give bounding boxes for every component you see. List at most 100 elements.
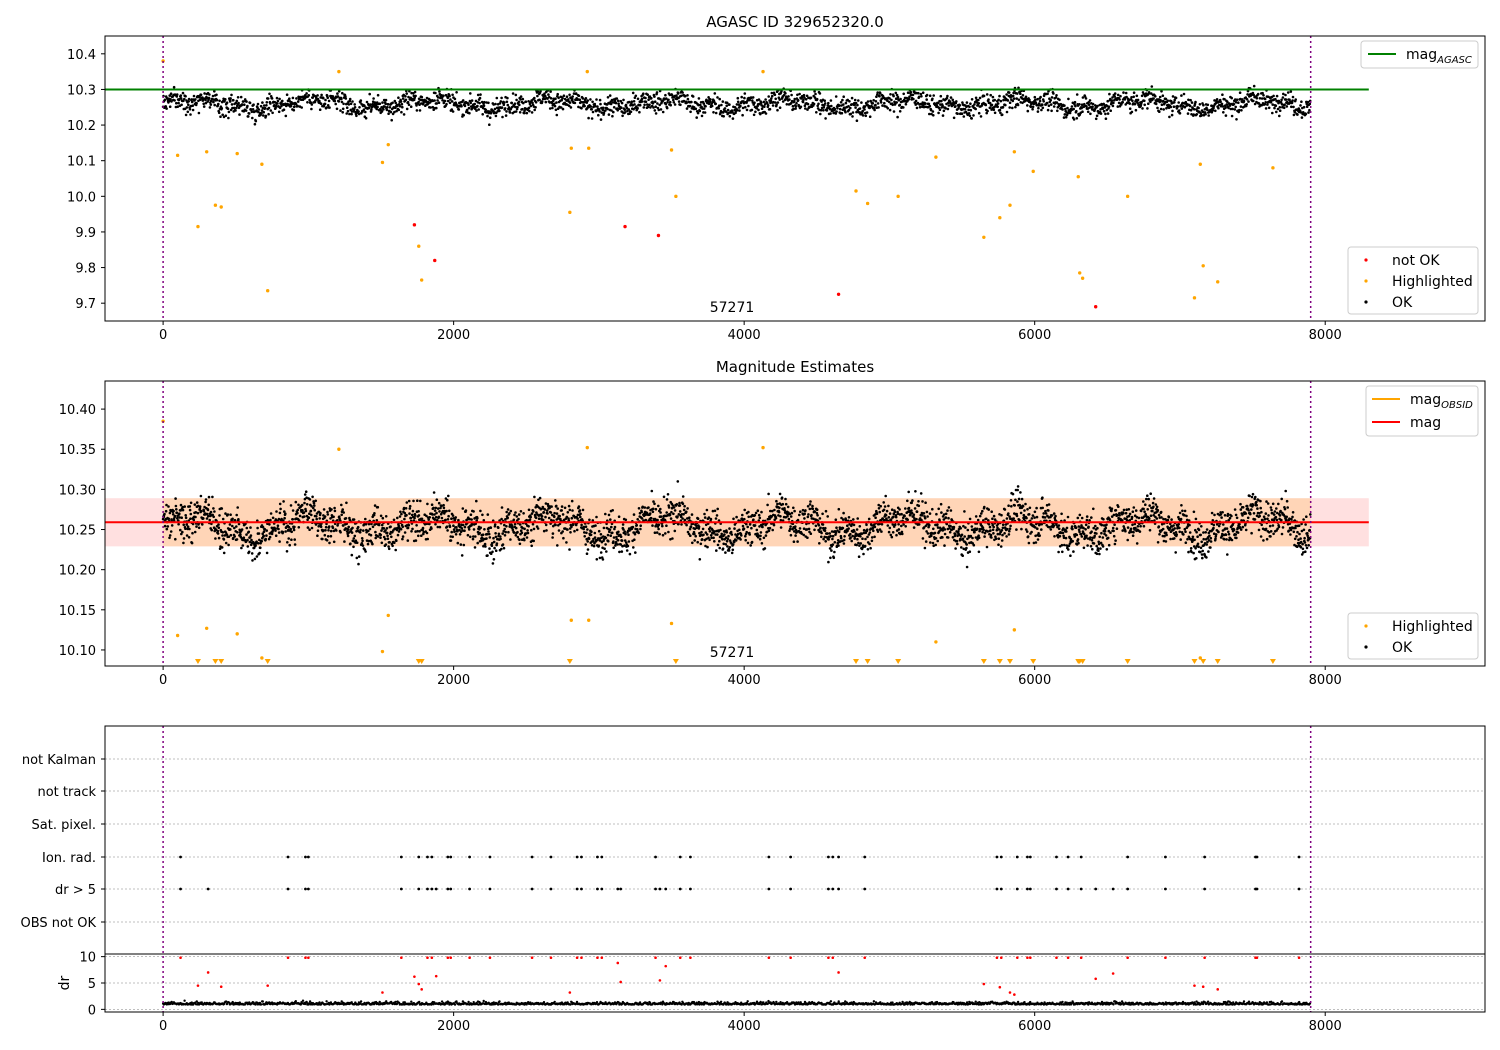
- p2-ok-point: [202, 517, 205, 520]
- highlighted-point: [568, 210, 572, 215]
- p2-ok-point: [182, 541, 185, 545]
- p2-ok-point: [364, 517, 367, 521]
- p1-ok-point: [778, 106, 782, 109]
- p2-ok-point: [624, 541, 628, 544]
- p1-ok-point: [697, 97, 701, 100]
- p2-ok-point: [454, 533, 458, 536]
- p2-ok-point: [259, 546, 262, 550]
- p1-ok-point: [264, 114, 268, 118]
- p2-ok-point: [376, 505, 380, 509]
- p2-ok-point: [221, 534, 224, 537]
- p2-ok-point: [806, 515, 810, 519]
- p1-ok-point: [855, 119, 859, 122]
- p1-ok-point: [590, 117, 594, 120]
- p1-ok-point: [688, 104, 692, 108]
- p1-ok-point: [341, 111, 345, 114]
- p2-ok-point: [808, 507, 812, 511]
- p1-ok-point: [417, 100, 421, 104]
- p1-ok-point: [1283, 103, 1286, 106]
- p1-ok-point: [902, 106, 905, 109]
- p1-ok-point: [946, 94, 949, 98]
- p1-ok-point: [598, 110, 601, 113]
- p1-ok-point: [195, 101, 198, 105]
- p2-ok-point: [246, 545, 250, 548]
- p1-ok-point: [513, 102, 517, 105]
- p1-ok-point: [1258, 97, 1262, 100]
- p2-ok-point: [589, 533, 593, 537]
- p2-ok-point: [426, 502, 429, 506]
- p1-ok-point: [1147, 102, 1150, 105]
- p1-ok-point: [1300, 100, 1303, 103]
- p2-ok-point: [222, 551, 226, 555]
- p1-ok-point: [202, 105, 206, 108]
- p2-ok-point: [492, 536, 495, 540]
- p2-ok-point: [633, 532, 637, 536]
- p2-ok-point: [276, 524, 280, 527]
- p2-ok-point: [420, 534, 423, 537]
- p1-ok-point: [591, 100, 594, 104]
- p2-ok-point: [815, 508, 819, 512]
- p2-ok-point: [309, 509, 313, 513]
- p1-ok-point: [461, 99, 465, 102]
- p2-ok-point: [608, 528, 612, 532]
- p2-ok-point: [538, 496, 542, 500]
- p2-ok-point: [308, 528, 311, 531]
- legend-mag-agasc-subscript: AGASC: [1436, 55, 1472, 66]
- p2-ok-point: [291, 518, 295, 521]
- p1-ok-point: [982, 94, 986, 98]
- p1-ok-point: [1232, 103, 1236, 106]
- p2-ok-point: [227, 543, 230, 547]
- p2-ok-point: [620, 539, 624, 542]
- p1-ok-point: [955, 100, 958, 103]
- p2-ok-point: [865, 528, 869, 531]
- p1-ok-point: [1085, 105, 1088, 108]
- p1-ok-point: [676, 92, 680, 95]
- p2-ok-point: [792, 540, 796, 543]
- p2-ok-point: [726, 545, 729, 548]
- p2-ok-point: [515, 515, 519, 518]
- p1-ok-point: [199, 93, 203, 97]
- p2-ok-point: [476, 541, 480, 545]
- p1-ok-point: [361, 110, 364, 113]
- p1-ok-point: [1046, 108, 1050, 112]
- p2-ok-point: [304, 509, 308, 513]
- p2-ok-point: [472, 528, 476, 531]
- p1-ok-point: [446, 96, 450, 99]
- p2-ok-point: [462, 543, 466, 547]
- p1-ok-point: [1067, 97, 1070, 101]
- p1-ok-point: [394, 101, 398, 105]
- p2-ok-point: [245, 533, 248, 536]
- p1-ok-point: [593, 102, 597, 106]
- p1-ok-point: [996, 102, 1000, 105]
- p1-ok-point: [771, 104, 775, 107]
- p2-ok-point: [206, 508, 210, 512]
- p2-ok-point: [869, 546, 872, 550]
- p1-ok-point: [1001, 105, 1005, 109]
- p2-ok-point: [926, 532, 930, 535]
- p1-ok-point: [505, 100, 509, 104]
- p2-ok-point: [163, 512, 166, 516]
- p1-ok-point: [295, 97, 298, 100]
- p1-ok-point: [401, 97, 405, 100]
- p2-ok-point: [265, 529, 269, 532]
- p1-ok-point: [798, 92, 801, 96]
- p2-ok-point: [343, 540, 346, 543]
- p1-ok-point: [506, 96, 509, 100]
- p1-ok-point: [985, 93, 989, 96]
- p1-ok-point: [553, 104, 557, 108]
- p2-ok-point: [742, 527, 746, 531]
- p1-ok-point: [265, 104, 268, 107]
- p1-ok-point: [947, 104, 951, 107]
- p1-ok-point: [481, 113, 485, 116]
- p2-ok-point: [330, 508, 333, 511]
- p2-ok-point: [212, 507, 215, 510]
- p1-ok-point: [413, 90, 417, 94]
- p2-ok-point: [599, 551, 603, 554]
- p1-ok-point: [1132, 95, 1135, 99]
- p2-ok-point: [355, 556, 359, 560]
- p1-ok-point: [946, 107, 950, 111]
- p2-ok-point: [672, 512, 675, 516]
- p2-ok-point: [611, 531, 614, 535]
- p2-ok-point: [199, 509, 203, 513]
- p1-ok-point: [1178, 112, 1182, 115]
